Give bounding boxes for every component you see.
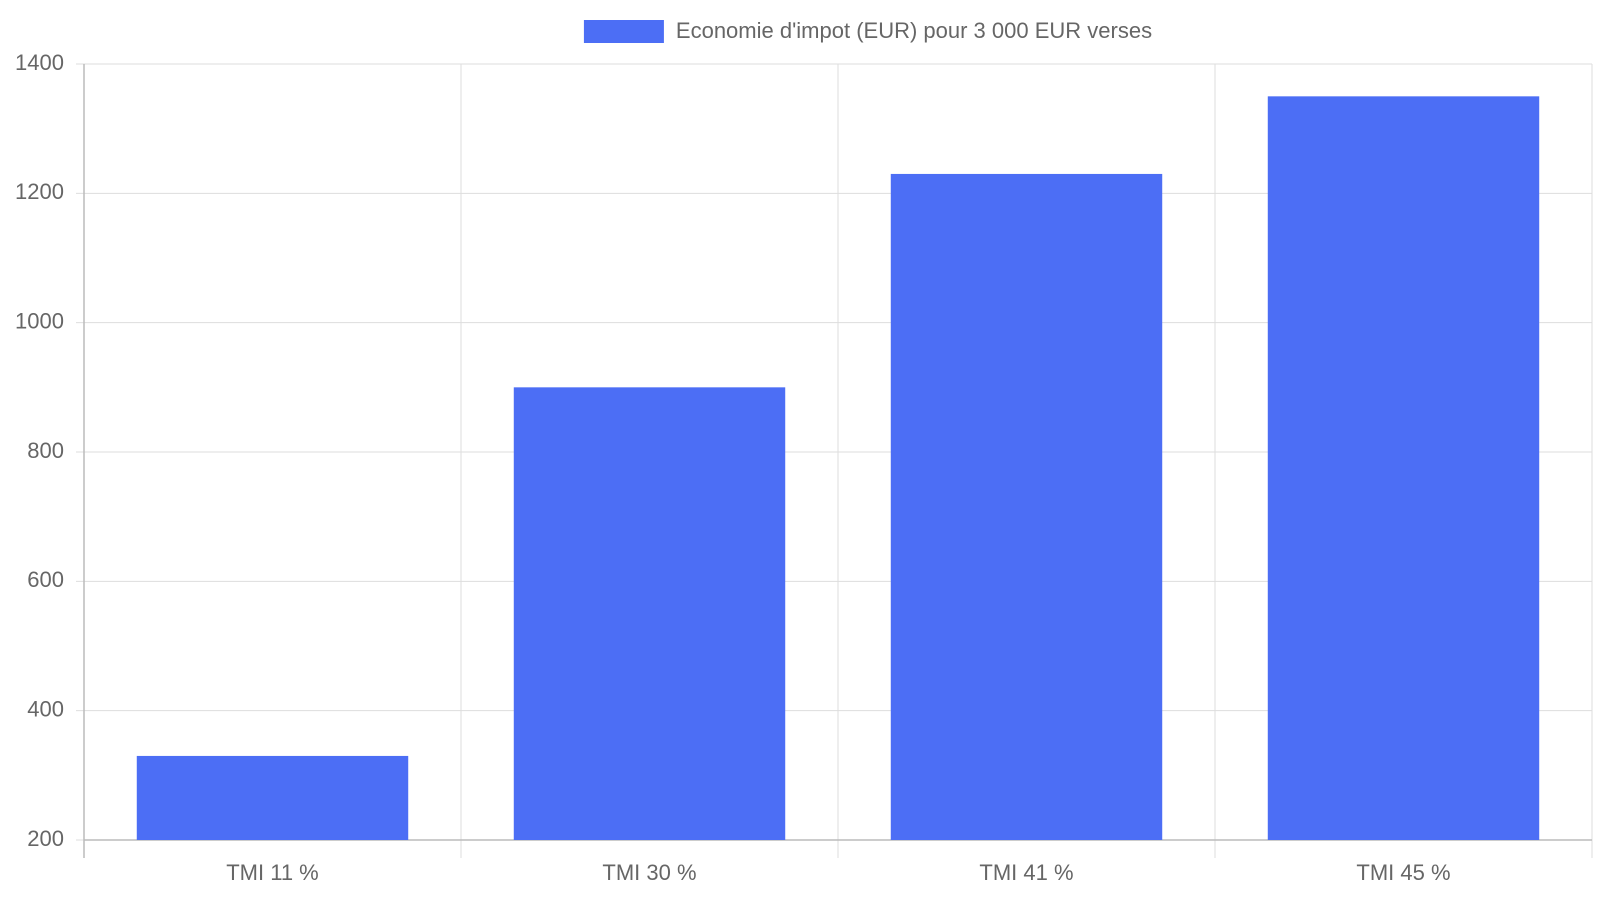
y-tick-label: 200 [27, 826, 64, 851]
y-tick-label: 1400 [15, 50, 64, 75]
x-tick-label: TMI 30 % [602, 860, 696, 885]
bar [1267, 96, 1540, 841]
legend-label[interactable]: Economie d'impot (EUR) pour 3 000 EUR ve… [676, 18, 1152, 43]
x-tick-label: TMI 11 % [226, 860, 319, 885]
bar [513, 387, 786, 840]
x-tick-label: TMI 41 % [979, 860, 1073, 885]
y-tick-label: 1200 [15, 179, 64, 204]
y-tick-label: 1000 [15, 308, 64, 333]
legend-swatch[interactable] [583, 20, 664, 43]
bar [890, 173, 1163, 840]
x-tick-label: TMI 45 % [1356, 860, 1450, 885]
y-tick-label: 400 [27, 696, 64, 721]
y-tick-label: 600 [27, 567, 64, 592]
y-tick-label: 800 [27, 438, 64, 463]
bar [136, 755, 409, 840]
